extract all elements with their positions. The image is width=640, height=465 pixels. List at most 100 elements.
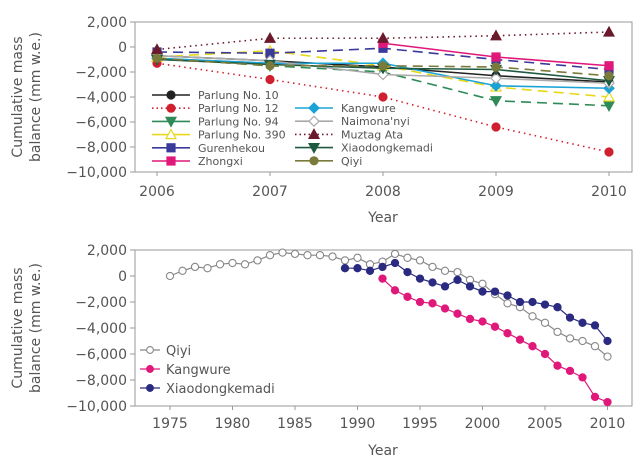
data-point <box>353 264 362 273</box>
legend-label: Zhongxi <box>198 155 243 168</box>
data-point <box>378 92 388 102</box>
legend-item: Kangwure <box>295 102 396 115</box>
data-point <box>190 262 200 272</box>
data-point <box>453 275 462 285</box>
data-point <box>540 318 550 327</box>
legend-label: Parlung No. 390 <box>198 129 286 142</box>
data-point <box>515 297 525 307</box>
data-point <box>503 291 512 300</box>
data-point <box>415 297 425 307</box>
data-point <box>465 314 475 324</box>
data-point <box>578 373 587 382</box>
series-qiyi <box>165 248 612 361</box>
legend-label: Parlung No. 94 <box>198 115 279 128</box>
series-line <box>345 262 608 342</box>
data-point <box>376 32 390 43</box>
data-point <box>491 62 501 72</box>
legend-marker <box>309 156 319 166</box>
data-point <box>540 300 550 309</box>
data-point <box>602 25 616 37</box>
legend-marker <box>146 384 154 392</box>
data-point <box>602 101 616 112</box>
y-tick-label: −2,000 <box>75 295 127 311</box>
data-point <box>253 256 262 265</box>
data-point <box>178 266 187 275</box>
data-point <box>528 312 537 321</box>
legend-item: Parlung No. 390 <box>152 128 286 142</box>
data-point <box>478 317 487 326</box>
x-tick-label: 1995 <box>402 416 438 432</box>
top-x-axis-label: Year <box>367 210 398 226</box>
legend-marker <box>146 365 154 373</box>
y-tick-label: −4,000 <box>75 321 127 337</box>
x-tick-label: 2005 <box>527 416 563 432</box>
data-point <box>265 61 275 71</box>
legend-marker <box>164 128 178 140</box>
data-point <box>489 29 503 41</box>
data-point <box>390 249 400 259</box>
top-y-axis-label-line1: Cumulative mass <box>10 36 26 157</box>
data-point <box>328 252 337 261</box>
top-panel: 2,000 0 −2,000 −4,000 −6,000 −8,000 −10,000 20… <box>10 15 633 226</box>
legend-item: Parlung No. 10 <box>152 89 279 102</box>
data-point <box>403 292 412 301</box>
data-point <box>565 366 575 376</box>
x-tick-label: 2010 <box>591 184 627 200</box>
data-point <box>215 260 225 269</box>
x-tick-label: 2006 <box>139 184 175 200</box>
data-point <box>165 271 175 281</box>
legend-item: Parlung No. 12 <box>152 102 279 115</box>
data-point <box>240 260 250 269</box>
data-point <box>428 299 437 308</box>
data-point <box>403 267 412 277</box>
legend-marker <box>146 346 154 354</box>
legend-marker <box>166 90 176 100</box>
y-tick-label: −2,000 <box>75 65 127 81</box>
legend-marker <box>307 128 321 139</box>
legend-marker <box>307 143 321 154</box>
bottom-legend: Qiyi Kangwure Xiaodongkemadi <box>140 344 275 397</box>
legend-item: Qiyi <box>140 344 191 359</box>
data-point <box>265 74 275 85</box>
bottom-x-axis: 1975 1980 1985 1990 1995 2000 2005 2010 <box>152 406 625 432</box>
data-point <box>152 53 162 63</box>
data-point <box>553 361 562 370</box>
x-tick-label: 2009 <box>478 184 514 200</box>
data-point <box>490 79 502 92</box>
x-tick-label: 1985 <box>277 416 313 432</box>
bottom-series <box>165 248 612 407</box>
y-tick-label: 0 <box>118 269 127 285</box>
data-point <box>453 267 462 277</box>
data-point <box>565 334 575 343</box>
series-kangwure <box>378 274 612 407</box>
data-point <box>590 392 600 402</box>
legend-label: Xiaodongkemadi <box>341 142 433 155</box>
legend-label: Kangwure <box>166 363 231 378</box>
y-tick-label: 0 <box>118 40 127 56</box>
data-point <box>553 303 562 312</box>
top-y-axis-label-line2: balance (mm w.e.) <box>28 32 44 162</box>
legend-marker <box>166 103 176 113</box>
top-y-axis: 2,000 0 −2,000 −4,000 −6,000 −8,000 −10,000 <box>66 15 135 181</box>
data-point <box>490 322 500 331</box>
data-point <box>377 68 389 81</box>
x-tick-label: 2010 <box>590 416 626 432</box>
data-point <box>378 274 387 283</box>
data-point <box>340 264 350 273</box>
y-tick-label: −10,000 <box>66 399 127 415</box>
data-point <box>428 278 437 287</box>
data-point <box>428 262 437 272</box>
data-point <box>265 251 275 260</box>
legend-item: Xiaodongkemadi <box>295 142 433 155</box>
legend-item: Parlung No. 94 <box>152 115 279 128</box>
data-point <box>440 282 450 291</box>
x-tick-label: 2007 <box>252 184 288 200</box>
data-point <box>453 309 462 318</box>
data-point <box>515 335 525 344</box>
data-point <box>415 274 425 283</box>
data-point <box>491 52 501 62</box>
data-point <box>353 253 362 262</box>
data-point <box>503 329 512 338</box>
data-point <box>263 32 277 43</box>
